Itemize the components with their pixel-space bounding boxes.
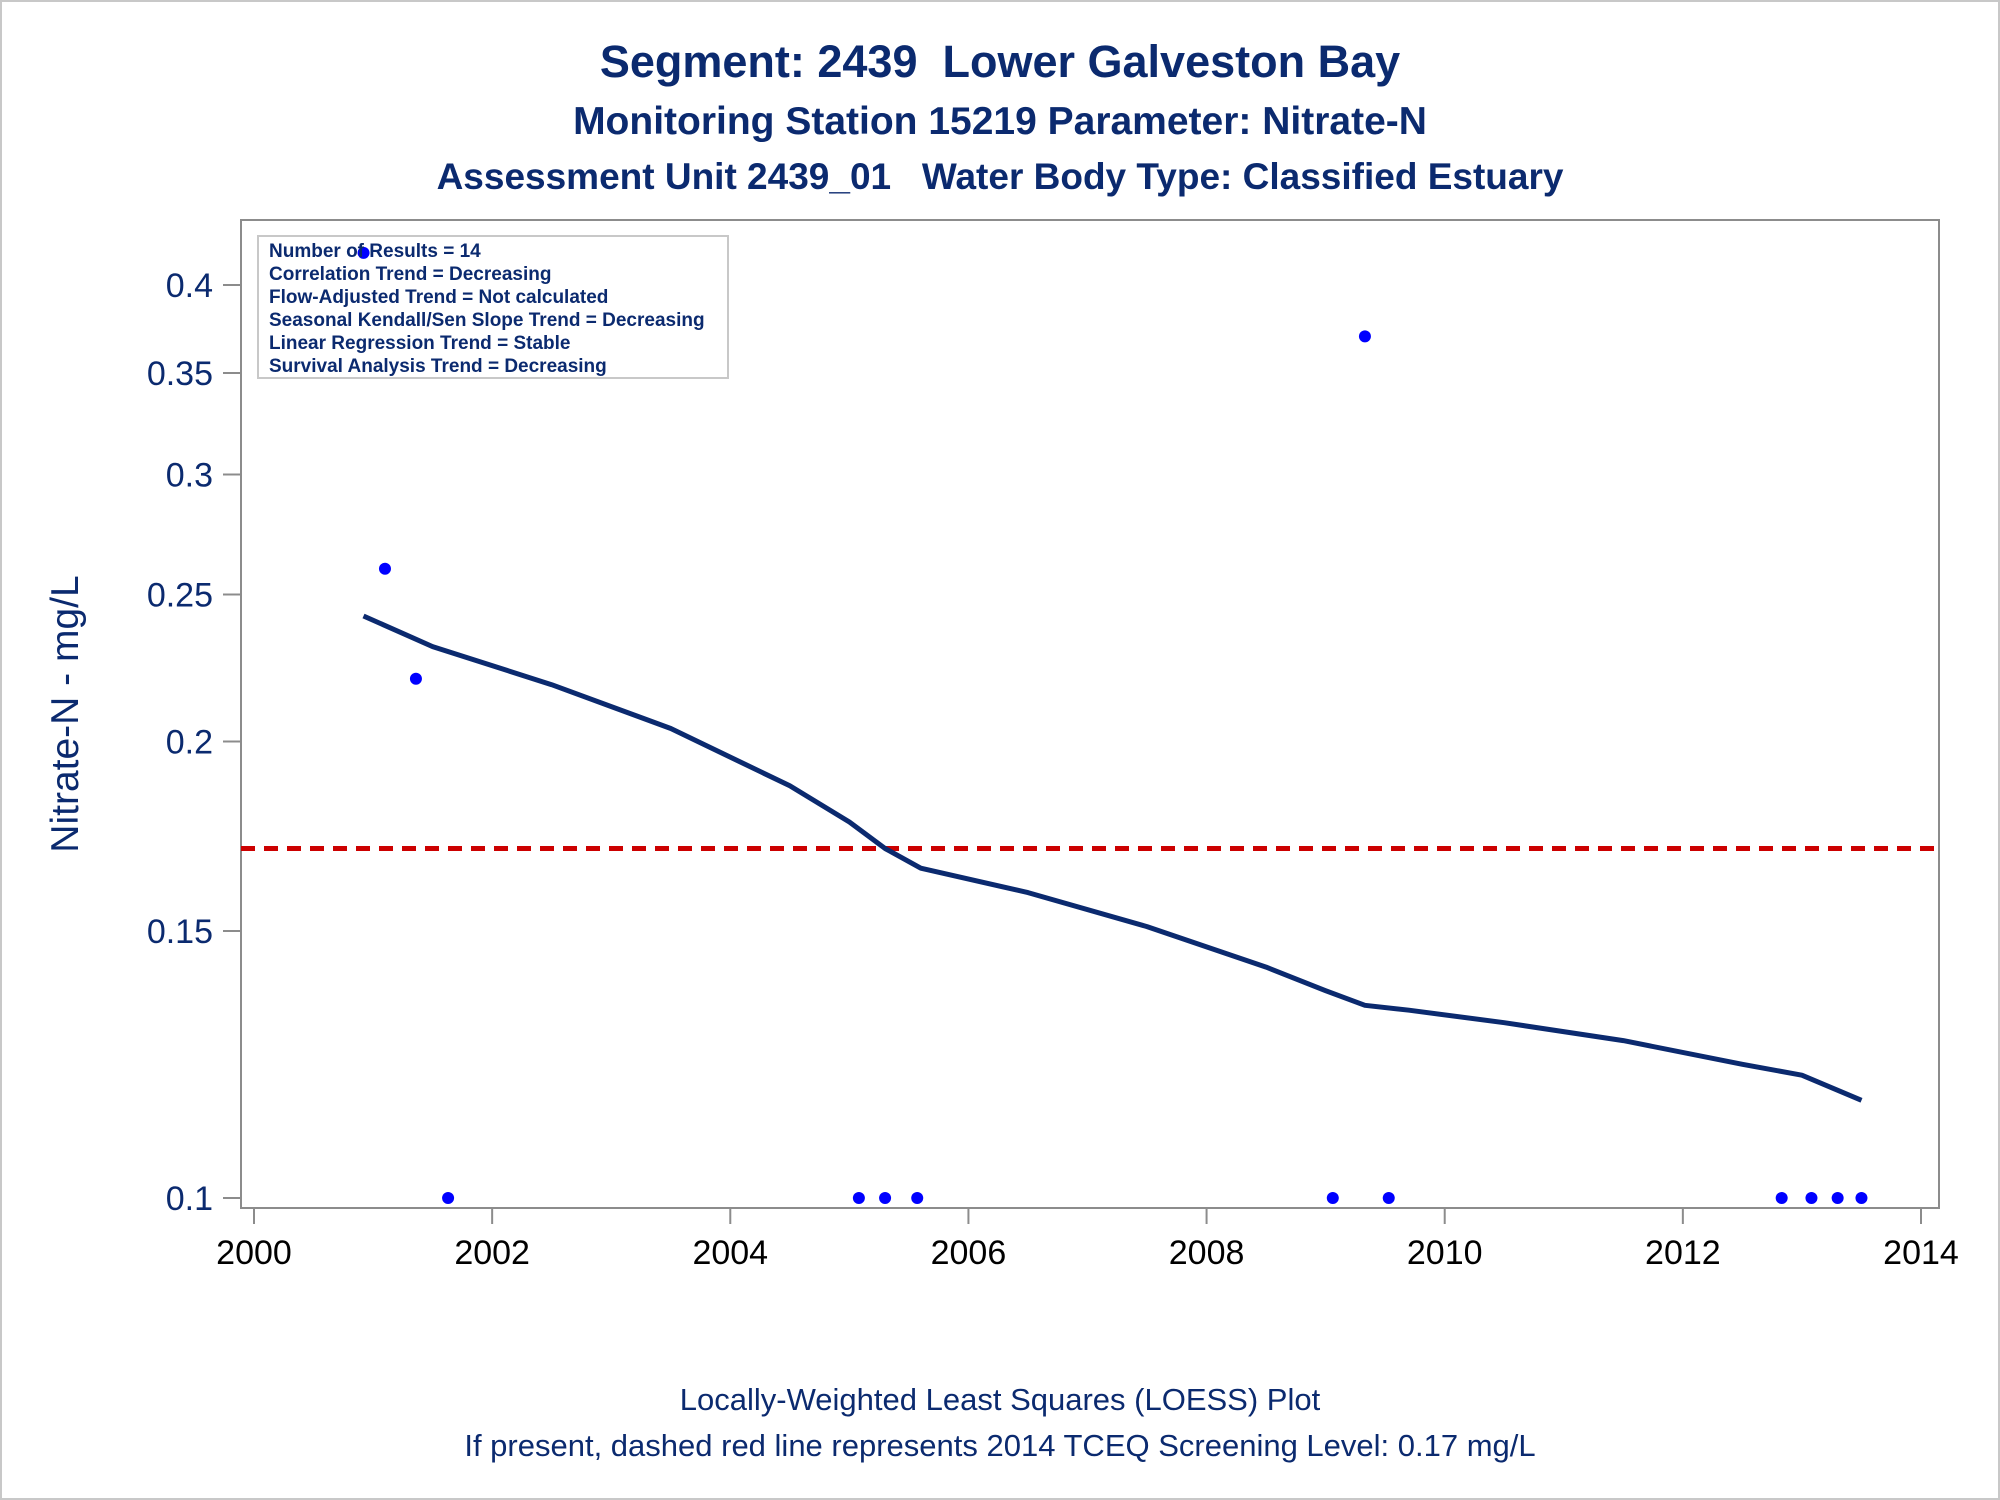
data-points [357,246,1868,1204]
data-point-6 [911,1192,924,1204]
x-tick-label-1: 2002 [454,1234,530,1272]
data-point-7 [1326,1192,1339,1204]
data-point-10 [1775,1192,1788,1204]
chart-subtitle-station: Monitoring Station 15219 Parameter: Nitr… [573,100,1427,143]
data-point-11 [1805,1192,1818,1204]
loess-layer [362,613,1863,1103]
x-tick-label-2: 2004 [692,1234,768,1272]
legend-line-0: Number of Results = 14 [269,241,481,262]
footnote-screening: If present, dashed red line represents 2… [464,1428,1536,1463]
legend-line-2: Flow-Adjusted Trend = Not calculated [269,287,608,308]
x-tick-label-4: 2008 [1169,1234,1245,1272]
y-axis: 0.1 0.15 0.2 0.25 0.3 0.35 0.4 [147,267,241,1218]
legend-box [257,235,729,379]
x-tick-label-3: 2006 [931,1234,1007,1272]
plot-area [240,219,1940,1209]
legend-line-4: Linear Regression Trend = Stable [269,333,570,354]
y-axis-label: Nitrate-N - mg/L [44,575,87,852]
data-point-12 [1831,1192,1844,1204]
y-tick-label-2: 0.2 [166,724,213,762]
data-point-3 [442,1192,455,1204]
data-point-0 [357,246,370,259]
data-point-9 [1382,1192,1395,1204]
chart-title: Segment: 2439 Lower Galveston Bay [599,36,1401,87]
data-point-13 [1855,1192,1868,1204]
y-tick-label-0: 0.1 [166,1180,213,1218]
x-tick-label-6: 2012 [1645,1234,1721,1272]
y-tick-label-6: 0.4 [166,267,213,305]
y-tick-label-5: 0.35 [147,355,213,393]
x-tick-label-5: 2010 [1407,1234,1483,1272]
legend-line-3: Seasonal Kendall/Sen Slope Trend = Decre… [269,310,705,331]
data-point-2 [409,672,422,685]
x-tick-label-0: 2000 [216,1234,292,1272]
x-tick-label-7: 2014 [1883,1234,1959,1272]
loess-line [362,613,1863,1103]
data-point-4 [852,1192,865,1204]
x-axis: 2000 2002 2004 2006 2008 2010 2012 2014 [216,1208,1959,1272]
plot-border [240,219,1940,1209]
y-tick-label-4: 0.3 [166,456,213,494]
y-tick-label-3: 0.25 [147,577,213,615]
legend-line-1: Correlation Trend = Decreasing [269,264,551,285]
footnote-loess: Locally-Weighted Least Squares (LOESS) P… [679,1382,1321,1417]
chart-subtitle-assessment: Assessment Unit 2439_01 Water Body Type:… [436,156,1564,197]
y-tick-label-1: 0.15 [147,913,213,951]
legend-line-5: Survival Analysis Trend = Decreasing [269,356,607,377]
data-point-8 [1358,330,1371,343]
data-point-5 [879,1192,892,1204]
data-point-1 [378,562,391,575]
